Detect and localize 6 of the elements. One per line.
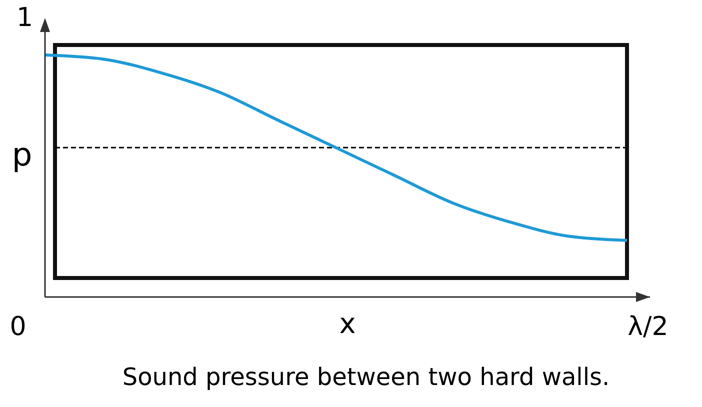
x-axis-title: x xyxy=(339,307,356,340)
text: λ/2 xyxy=(628,312,668,342)
text: Sound pressure between two hard walls. xyxy=(122,363,610,391)
y-axis-title: p xyxy=(12,135,32,174)
text: 1 xyxy=(16,3,33,33)
text: 0 xyxy=(10,312,26,342)
